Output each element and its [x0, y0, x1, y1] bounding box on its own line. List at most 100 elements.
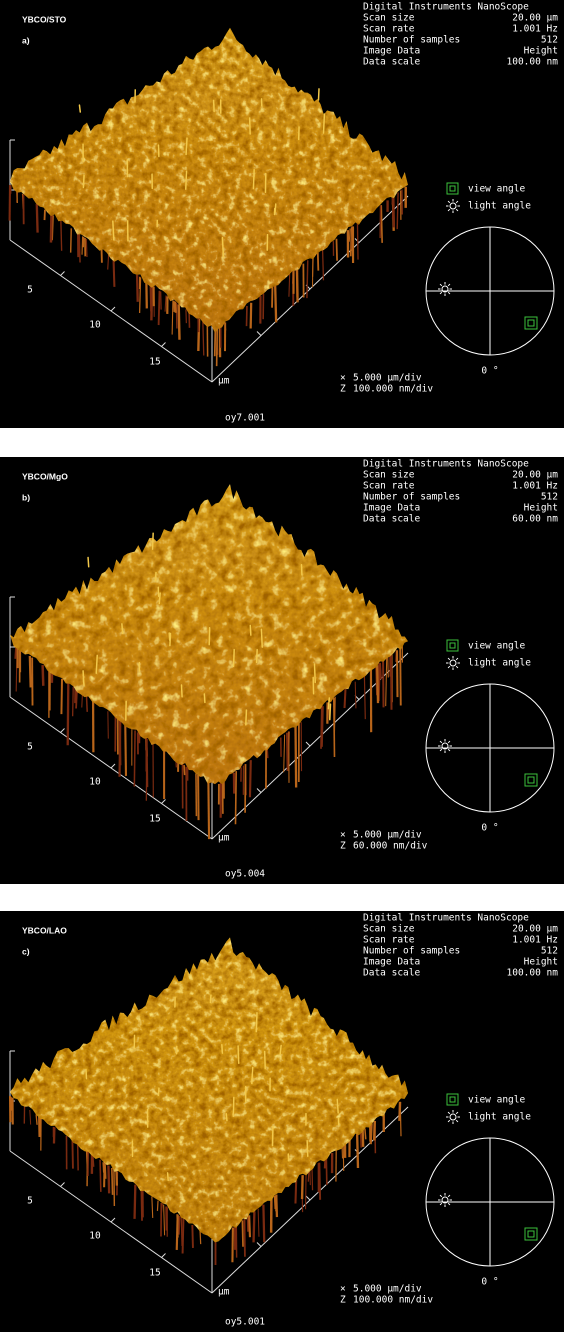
- surface-peak: [255, 1011, 258, 1033]
- surface-spike: [111, 1168, 114, 1195]
- panel-letter: a): [22, 35, 30, 45]
- panel-letter: c): [22, 946, 30, 956]
- view-angle-icon: [446, 1093, 459, 1106]
- surface-spike: [392, 195, 396, 228]
- x-scale-symbol: ×: [340, 1284, 346, 1295]
- surface-spike: [199, 1230, 202, 1245]
- surface-peak: [248, 117, 251, 135]
- surface-spike: [151, 1196, 154, 1218]
- sun-icon: [441, 742, 449, 750]
- param-value: 512: [541, 492, 558, 503]
- surface-peak: [279, 1044, 282, 1056]
- param-name: Number of samples: [363, 35, 460, 46]
- axis-tick: [161, 1253, 166, 1258]
- surface-spike: [112, 258, 116, 287]
- param-name: Scan size: [363, 13, 415, 24]
- surface-spike: [294, 1179, 298, 1204]
- param-name: Image Data: [363, 957, 420, 968]
- sample-label: YBCO/STO: [22, 14, 67, 24]
- axis-tick: [110, 306, 116, 312]
- surface-spike: [379, 662, 382, 680]
- surface-spike: [234, 771, 238, 825]
- axis-tick: [305, 741, 311, 747]
- param-value: 512: [541, 35, 558, 46]
- surface-spike: [372, 1120, 377, 1141]
- surface-spike: [164, 295, 167, 312]
- surface-spike: [202, 321, 205, 356]
- header: Digital Instruments NanoScope: [363, 2, 529, 13]
- afm-surface: [10, 27, 408, 333]
- surface-spike: [157, 290, 161, 326]
- surface-spike: [181, 1218, 185, 1254]
- axis-tick-label: 15: [149, 814, 160, 825]
- surface-spike: [138, 277, 142, 314]
- z-scale-symbol: Z: [340, 841, 346, 852]
- view-marker-inner: [527, 1230, 535, 1238]
- param-name: Scan size: [363, 924, 415, 935]
- surface-spike: [380, 205, 383, 243]
- surface-spike: [318, 1162, 322, 1200]
- surface-spike: [262, 1204, 266, 1243]
- axis-tick: [60, 728, 65, 733]
- surface-peak: [112, 220, 115, 241]
- param-value: 20.00 µm: [512, 924, 558, 935]
- surface-spike: [369, 1123, 373, 1145]
- surface-spike: [311, 1168, 314, 1191]
- surface-peak: [306, 1139, 309, 1157]
- surface-spike: [342, 1144, 345, 1172]
- param-value: 1.001 Hz: [512, 24, 558, 35]
- surface-spike: [160, 1203, 163, 1214]
- surface-spike: [177, 304, 181, 340]
- axis-tick: [256, 331, 262, 336]
- surface-peak: [252, 169, 255, 190]
- sample-label: YBCO/LAO: [22, 925, 67, 935]
- axis-tick-label: 10: [89, 777, 101, 788]
- surface-spike: [241, 1220, 244, 1247]
- surface-spike: [118, 719, 122, 777]
- axis-tick-label: 5: [27, 285, 33, 296]
- view-angle-icon: [446, 639, 459, 652]
- view-angle-icon: [446, 182, 459, 195]
- surface-spike: [249, 302, 253, 329]
- surface-peak: [237, 1045, 240, 1065]
- surface-spike: [49, 214, 53, 243]
- surface-peak: [203, 693, 206, 704]
- param-value: Height: [524, 957, 558, 968]
- surface-spike: [75, 689, 78, 709]
- surface-spike: [71, 686, 74, 717]
- x-scale-text: 5.000 µm/div: [353, 1284, 422, 1295]
- sun-ray: [455, 1111, 459, 1115]
- panel-letter: b): [22, 492, 30, 502]
- param-value: Height: [524, 503, 558, 514]
- surface-peak: [232, 648, 235, 668]
- sun-icon: [441, 1196, 449, 1204]
- sun-ray: [447, 665, 451, 669]
- sun-ray: [455, 657, 459, 661]
- surface-spike: [391, 196, 394, 205]
- axis-tick: [305, 1195, 311, 1201]
- param-name: Image Data: [363, 46, 420, 57]
- sun-ray: [447, 1111, 451, 1115]
- sun-icon: [449, 659, 457, 667]
- sun-ray: [447, 291, 451, 295]
- surface-peak: [263, 1050, 266, 1070]
- sun-icon: [449, 202, 457, 210]
- surface-spike: [69, 228, 72, 253]
- surface-spike: [356, 222, 359, 260]
- sun-ray: [439, 291, 443, 295]
- surface-peak: [336, 1098, 339, 1114]
- surface-peak: [121, 623, 124, 635]
- surface-peak: [87, 556, 90, 568]
- surface-spike: [275, 1194, 278, 1212]
- surface-peak: [221, 1043, 224, 1054]
- surface-peak: [209, 994, 212, 1004]
- surface-peak: [249, 624, 252, 636]
- surface-spike: [283, 734, 286, 773]
- surface-peak: [251, 1066, 254, 1085]
- zero-angle: 0 °: [481, 823, 498, 834]
- surface-spike: [173, 301, 177, 313]
- surface-spike: [124, 723, 128, 776]
- view-marker-inner: [527, 776, 535, 784]
